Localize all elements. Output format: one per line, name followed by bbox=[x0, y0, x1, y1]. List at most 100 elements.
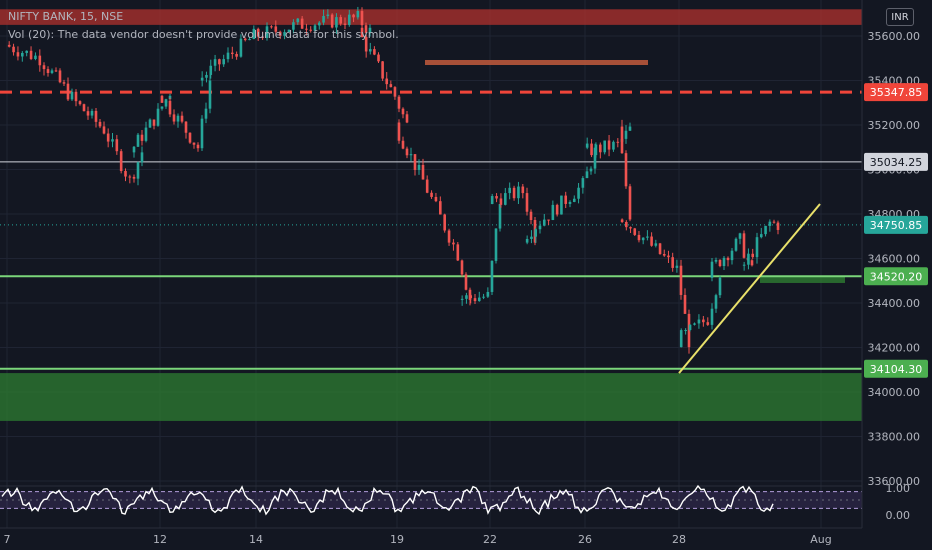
zone-support bbox=[760, 276, 845, 283]
candle-body bbox=[381, 61, 384, 79]
trendline-layer[interactable] bbox=[678, 203, 821, 374]
zone-support bbox=[0, 373, 862, 421]
candle-body bbox=[200, 77, 204, 81]
time-axis[interactable]: 7 12 14 19 22 26 28 Aug bbox=[0, 527, 862, 546]
candle-body bbox=[292, 22, 295, 30]
candle-body bbox=[164, 100, 168, 103]
candle-body bbox=[70, 91, 74, 100]
candle-body bbox=[490, 260, 494, 292]
candle-body bbox=[706, 322, 710, 325]
candle-body bbox=[176, 115, 180, 122]
candle-body bbox=[397, 122, 401, 141]
candle-body bbox=[434, 196, 438, 202]
candle-body bbox=[607, 140, 611, 150]
candle-body bbox=[494, 228, 498, 261]
candle-body bbox=[538, 225, 542, 230]
candle-body bbox=[633, 228, 637, 235]
candle-body bbox=[111, 139, 114, 142]
price-tick-label: 34400.00 bbox=[868, 297, 921, 310]
candle-body bbox=[168, 100, 172, 115]
candle-body bbox=[208, 80, 212, 109]
candle-body bbox=[209, 65, 213, 75]
candle-body bbox=[612, 141, 615, 150]
price-tag-label: 34520.20 bbox=[870, 270, 923, 283]
price-tick-label: 35200.00 bbox=[868, 119, 921, 132]
candle-body bbox=[620, 126, 624, 154]
candle-body bbox=[560, 195, 563, 215]
candle-body bbox=[389, 84, 393, 88]
candle-body bbox=[409, 154, 413, 156]
candle-body bbox=[115, 139, 119, 152]
candle-body bbox=[714, 295, 718, 309]
candle-body bbox=[504, 193, 507, 205]
candle-body bbox=[425, 179, 429, 193]
candle-body bbox=[764, 225, 767, 235]
candle-body bbox=[38, 55, 42, 66]
candle-body bbox=[335, 17, 338, 28]
candle-body bbox=[525, 238, 529, 243]
candle-body bbox=[305, 28, 308, 30]
candle-body bbox=[624, 130, 628, 139]
candle-body bbox=[25, 50, 28, 53]
symbol-title[interactable]: NIFTY BANK, 15, NSE bbox=[8, 10, 124, 23]
candle-body bbox=[119, 151, 123, 171]
candle-body bbox=[508, 187, 511, 194]
candle-body bbox=[564, 195, 568, 204]
candle-body bbox=[572, 198, 576, 202]
candle-body bbox=[213, 59, 217, 66]
zones bbox=[0, 9, 862, 421]
price-tick-label: 33600.00 bbox=[868, 475, 921, 488]
candle-body bbox=[368, 49, 372, 52]
candle-body bbox=[184, 121, 188, 133]
candle-body bbox=[50, 70, 54, 73]
candle-body bbox=[641, 237, 645, 241]
candle-body bbox=[443, 214, 446, 231]
candle-body bbox=[156, 108, 160, 126]
candle-body bbox=[413, 154, 417, 170]
candle-body bbox=[330, 14, 334, 28]
candle-body bbox=[671, 257, 674, 268]
candle-body bbox=[702, 319, 705, 323]
candle-body bbox=[628, 186, 632, 220]
levels bbox=[0, 60, 862, 370]
price-axis[interactable]: 35600.0035400.0035200.0035000.0034800.00… bbox=[861, 0, 932, 550]
candle-body bbox=[102, 126, 106, 134]
candle-body bbox=[679, 265, 683, 295]
candle-body bbox=[360, 11, 364, 26]
candle-body bbox=[274, 26, 278, 32]
candle-body bbox=[106, 133, 110, 142]
candle-body bbox=[140, 134, 144, 141]
candle-body bbox=[226, 52, 230, 60]
price-tick-label: 33800.00 bbox=[868, 431, 921, 444]
candle-body bbox=[734, 238, 738, 251]
candle-body bbox=[317, 22, 321, 26]
candle-body bbox=[542, 219, 546, 226]
candle-body bbox=[200, 118, 204, 149]
candle-body bbox=[486, 291, 490, 297]
oscillator-tick-label: 0.00 bbox=[886, 509, 911, 522]
candle-body bbox=[684, 330, 687, 332]
candle-body bbox=[568, 201, 572, 204]
candle-body bbox=[144, 127, 148, 141]
candle-body bbox=[204, 108, 208, 119]
candle-body bbox=[687, 313, 691, 348]
time-tick-label: 14 bbox=[249, 533, 263, 546]
candle-body bbox=[180, 115, 184, 122]
candle-body bbox=[132, 146, 136, 153]
candle-body bbox=[12, 46, 15, 53]
candle-body bbox=[628, 126, 632, 131]
trendline[interactable] bbox=[678, 203, 821, 374]
candle-body bbox=[683, 294, 687, 314]
candle-body bbox=[196, 144, 200, 149]
candle-body bbox=[239, 38, 243, 57]
candle-body bbox=[168, 95, 172, 100]
currency-badge[interactable]: INR bbox=[886, 8, 914, 26]
candle-body bbox=[188, 132, 192, 143]
candle-body bbox=[637, 234, 641, 241]
price-tag-label: 34104.30 bbox=[870, 363, 923, 376]
candle-body bbox=[148, 119, 152, 128]
candle-body bbox=[452, 242, 455, 245]
candle-body bbox=[530, 236, 533, 239]
